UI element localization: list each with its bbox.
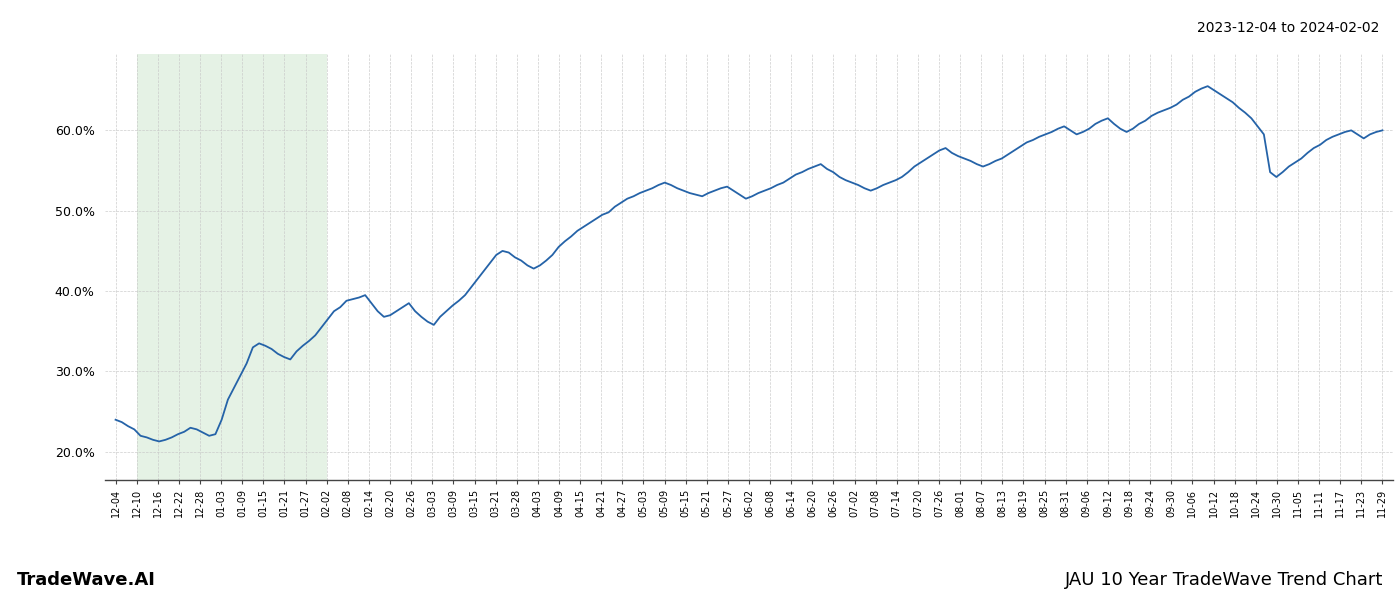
Text: 2023-12-04 to 2024-02-02: 2023-12-04 to 2024-02-02 [1197,21,1379,35]
Text: JAU 10 Year TradeWave Trend Chart: JAU 10 Year TradeWave Trend Chart [1065,571,1383,589]
Bar [137,54,326,480]
Text: TradeWave.AI: TradeWave.AI [17,571,155,589]
